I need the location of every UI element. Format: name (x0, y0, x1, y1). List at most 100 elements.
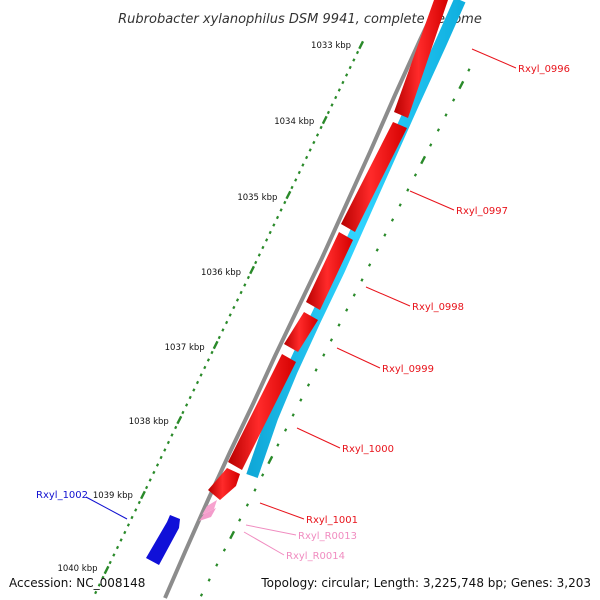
minor-tick (94, 590, 98, 595)
inner-minor-tick (390, 218, 395, 222)
inner-minor-tick (276, 443, 280, 447)
inner-minor-tick (398, 203, 402, 207)
minor-tick (166, 440, 170, 445)
minor-tick (228, 313, 232, 317)
minor-tick (137, 500, 141, 505)
cds-red-blocks (208, 0, 448, 500)
minor-tick (232, 305, 236, 310)
minor-tick (301, 163, 305, 167)
minor-tick (319, 125, 323, 130)
inner-minor-tick (436, 128, 440, 132)
inner-minor-tick (329, 338, 333, 342)
scale-ticks (94, 40, 471, 597)
major-tick (103, 565, 110, 575)
inner-minor-tick (238, 518, 242, 522)
gene-block-rxyl-0997 (341, 122, 407, 232)
inner-minor-tick (207, 578, 211, 582)
inner-minor-tick (306, 383, 311, 387)
minor-tick (206, 358, 210, 362)
inner-minor-tick (375, 248, 379, 252)
minor-tick (101, 575, 105, 580)
leader-rxyl-r0014 (243, 531, 285, 556)
minor-tick (163, 448, 167, 452)
inner-minor-tick (284, 428, 288, 432)
minor-tick (337, 88, 341, 92)
minor-tick (315, 133, 320, 137)
gene-block-rxyl-0998 (306, 232, 353, 310)
minor-tick (199, 373, 203, 377)
major-tick (140, 490, 146, 500)
minor-tick (97, 583, 101, 587)
minor-tick (221, 328, 225, 332)
genome-backbone (163, 0, 441, 599)
minor-tick (334, 95, 338, 100)
kbp-label: 1038 kbp (129, 417, 169, 427)
minor-tick (243, 283, 247, 287)
minor-tick (265, 238, 269, 242)
minor-tick (192, 388, 196, 392)
minor-tick (305, 155, 309, 160)
gene-block-rxyl-0999 (284, 312, 318, 352)
leader-rxyl-1002 (85, 496, 128, 520)
minor-tick (272, 223, 276, 227)
label-rxyl-r0013: Rxyl_R0013 (298, 531, 357, 542)
kbp-label: 1036 kbp (201, 268, 241, 278)
leader-rxyl-0998 (365, 286, 411, 307)
minor-tick (181, 410, 185, 415)
minor-tick (330, 103, 334, 107)
inner-minor-tick (199, 593, 204, 597)
gene-block-rxyl-1001 (208, 468, 240, 500)
major-tick (176, 415, 183, 425)
label-rxyl-r0014: Rxyl_R0014 (286, 551, 345, 562)
blue-feature-track (246, 0, 466, 478)
inner-minor-tick (383, 233, 387, 237)
label-rxyl-0999: Rxyl_0999 (382, 364, 434, 375)
major-tick (249, 265, 255, 275)
scale-labels: 1033 kbp 1034 kbp 1035 kbp 1036 kbp 1037 kbp… (57, 41, 351, 574)
minor-tick (254, 260, 258, 265)
minor-tick (112, 553, 116, 557)
inner-minor-tick (413, 173, 418, 177)
major-tick (321, 115, 328, 125)
label-rxyl-0997: Rxyl_0997 (456, 206, 508, 217)
minor-tick (152, 470, 156, 475)
inner-minor-tick (215, 563, 219, 567)
minor-tick (148, 478, 152, 482)
minor-tick (174, 425, 178, 430)
inner-minor-tick (345, 308, 349, 312)
minor-tick (185, 403, 189, 407)
inner-minor-tick (368, 263, 372, 267)
inner-minor-tick (245, 503, 249, 507)
leader-rxyl-1001 (259, 502, 305, 520)
minor-tick (239, 290, 243, 295)
inner-minor-tick (444, 113, 448, 117)
topology-text: Topology: circular; Length: 3,225,748 bp… (260, 576, 591, 590)
minor-tick (294, 178, 298, 182)
gene-labels: Rxyl_0996 Rxyl_0997 Rxyl_0998 Rxyl_0999 … (36, 48, 570, 562)
leader-rxyl-0999 (336, 347, 381, 369)
leader-rxyl-1000 (296, 427, 341, 449)
inner-minor-tick (352, 293, 356, 297)
minor-tick (290, 185, 294, 190)
minor-tick (126, 523, 130, 527)
minor-tick (134, 508, 138, 512)
minor-tick (159, 455, 163, 460)
minor-tick (235, 298, 240, 302)
minor-tick (261, 245, 265, 250)
inner-minor-tick (360, 278, 364, 282)
inner-major-tick (420, 155, 427, 165)
inner-minor-tick (222, 548, 227, 552)
minor-tick (345, 73, 349, 77)
kbp-label: 1037 kbp (165, 343, 205, 353)
kbp-label: 1034 kbp (274, 117, 314, 127)
rna-arrow-r0013 (202, 500, 217, 515)
minor-tick (283, 200, 287, 205)
inner-major-tick (229, 530, 236, 540)
leader-rxyl-0996 (471, 48, 517, 69)
inner-minor-tick (253, 488, 257, 492)
minor-tick (115, 545, 120, 550)
inner-minor-tick (429, 143, 433, 147)
label-rxyl-1001: Rxyl_1001 (306, 515, 358, 526)
major-tick (212, 340, 219, 350)
